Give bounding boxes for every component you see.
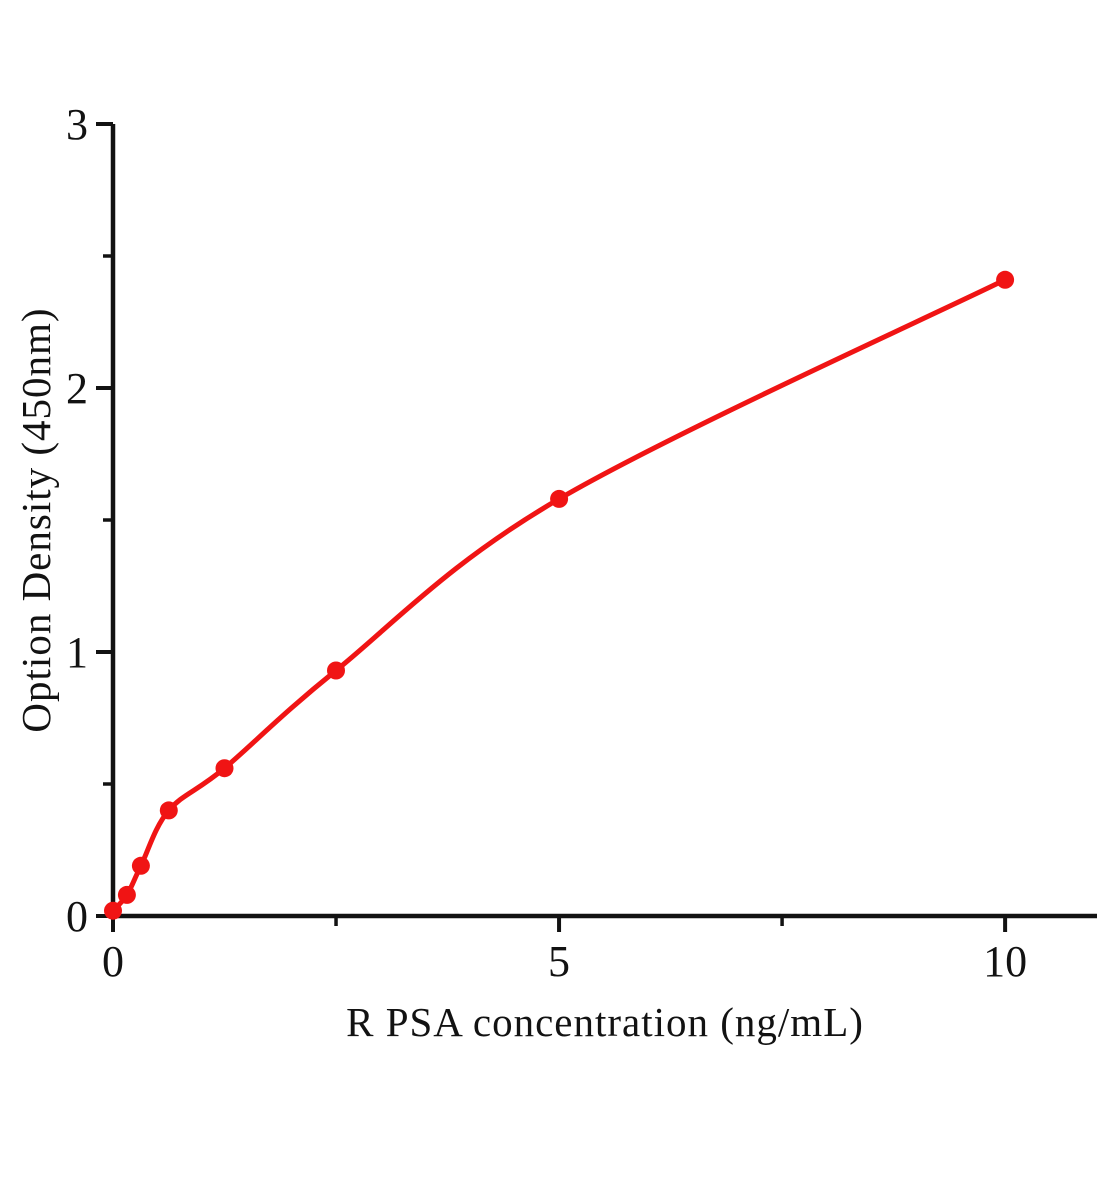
data-point: [117, 885, 136, 904]
y-tick-label: 3: [66, 100, 88, 149]
x-tick-label: 0: [102, 937, 124, 986]
fit-curve: [110, 277, 1008, 914]
data-point: [159, 801, 178, 820]
data-point: [215, 759, 234, 778]
y-axis-title: Option Density (450nm): [13, 307, 59, 733]
y-tick-label: 2: [66, 364, 88, 413]
x-tick-label: 10: [983, 937, 1027, 986]
data-point: [131, 856, 150, 875]
data-point: [104, 901, 122, 920]
x-axis-title: R PSA concentration (ng/mL): [346, 999, 864, 1045]
data-point: [327, 661, 345, 680]
axes-spines: [110, 124, 1097, 919]
data-point: [550, 489, 569, 508]
data-point: [996, 270, 1015, 289]
x-tick-label: 5: [548, 937, 570, 986]
y-tick-label: 1: [66, 628, 88, 677]
y-tick-label: 0: [66, 892, 88, 941]
